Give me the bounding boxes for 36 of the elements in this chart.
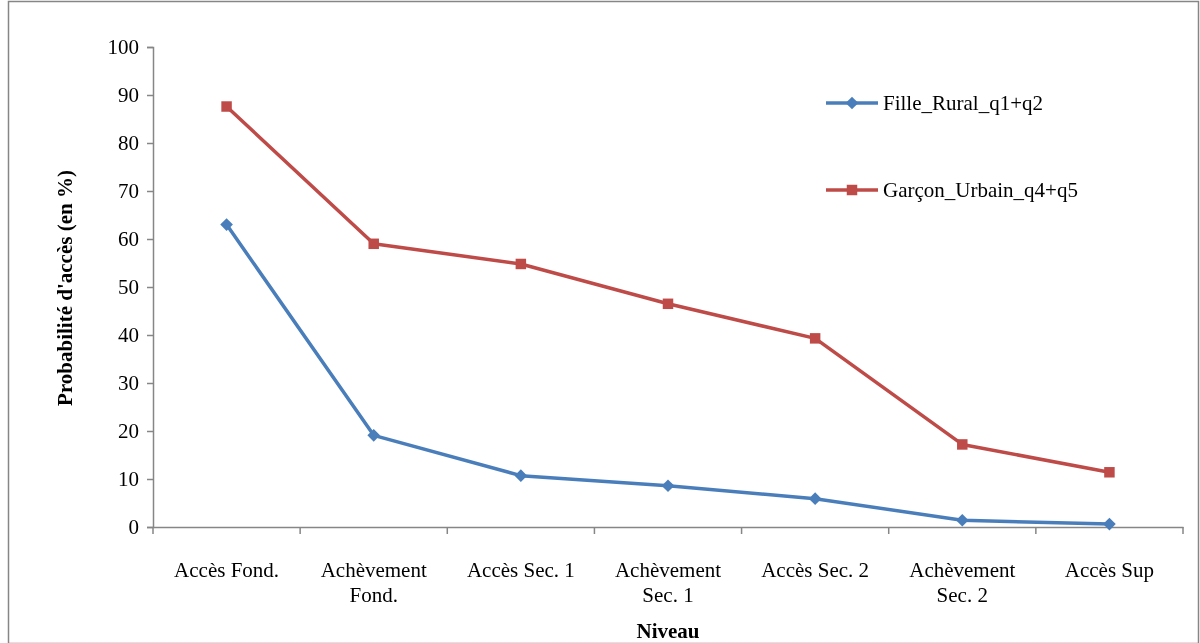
point	[661, 479, 675, 493]
x-tick-label: Accès Sup	[1064, 558, 1155, 582]
x-tick-label: Achèvement Sec. 2	[909, 558, 1016, 607]
y-tick-label: 20	[118, 419, 139, 444]
x-tick-label: Accès Sec. 2	[761, 558, 870, 582]
y-tick-label: 100	[107, 35, 139, 60]
y-tick-label: 80	[118, 131, 139, 156]
point	[515, 258, 527, 270]
x-tick-label: Accès Sec. 1	[466, 558, 575, 582]
point	[220, 218, 233, 231]
y-tick-label: 60	[118, 227, 139, 252]
y-tick-label: 30	[118, 371, 139, 396]
y-tick-label: 90	[118, 83, 139, 108]
x-tick-label: Achèvement Sec. 1	[614, 558, 722, 607]
point	[662, 298, 674, 310]
x-tick-label: Achèvement Fond.	[320, 558, 427, 607]
legend-label: Garçon_Urbain_q4+q5	[883, 178, 1078, 202]
point	[808, 492, 822, 505]
point	[1103, 517, 1116, 531]
legend-label: Fille_Rural_q1+q2	[883, 91, 1044, 115]
point	[368, 238, 379, 250]
point	[809, 333, 821, 344]
y-axis-title: Probabilité d'accès (en %)	[53, 170, 77, 406]
point	[957, 439, 968, 450]
x-tick-label: Accès Fond.	[174, 558, 280, 582]
x-axis-title: Niveau	[636, 619, 700, 643]
y-tick-label: 0	[128, 515, 139, 540]
point	[955, 513, 969, 527]
point	[367, 429, 381, 442]
y-tick-label: 50	[118, 275, 139, 300]
y-tick-label: 70	[118, 179, 139, 204]
y-tick-label: 40	[118, 323, 139, 348]
point	[514, 469, 528, 482]
y-tick-label: 10	[118, 467, 139, 492]
point	[221, 101, 232, 112]
point	[1104, 467, 1115, 478]
